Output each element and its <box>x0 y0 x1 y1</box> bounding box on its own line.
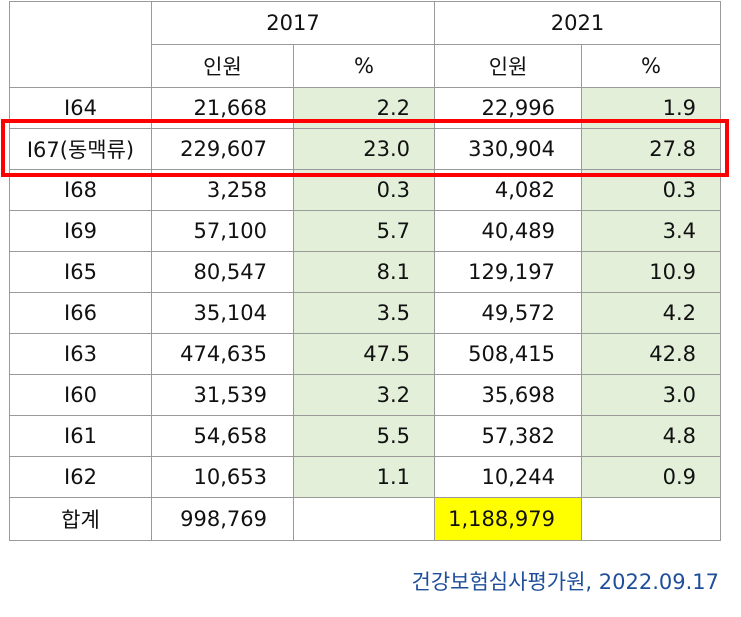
pct-2021: 4.8 <box>581 415 722 457</box>
table-row: I63 474,635 47.5 508,415 42.8 <box>9 333 722 375</box>
pct-2021: 1.9 <box>581 87 722 129</box>
total-people-2017: 998,769 <box>151 497 294 541</box>
stats-table: 2017 2021 인원 % 인원 % I64 21,668 2.2 22,99… <box>9 1 722 541</box>
people-2021: 129,197 <box>434 251 583 293</box>
pct-2021: 27.8 <box>581 128 722 170</box>
table-row: I60 31,539 3.2 35,698 3.0 <box>9 374 722 416</box>
table-row: I66 35,104 3.5 49,572 4.2 <box>9 292 722 334</box>
year-2017-header: 2017 <box>150 1 436 45</box>
people-2017: 10,653 <box>151 456 294 498</box>
pct-2017: 5.7 <box>292 210 436 252</box>
people-2017: 35,104 <box>151 292 294 334</box>
people-2021: 4,082 <box>434 169 583 211</box>
pct-2017: 23.0 <box>292 128 436 170</box>
pct-2017: 5.5 <box>292 415 436 457</box>
people-2017: 54,658 <box>151 415 294 457</box>
total-pct-2017-empty <box>292 497 436 541</box>
people-2017: 229,607 <box>151 128 294 170</box>
people-2021: 49,572 <box>434 292 583 334</box>
people-2017: 21,668 <box>151 87 294 129</box>
pct-2021: 0.3 <box>581 169 722 211</box>
people-2021: 10,244 <box>434 456 583 498</box>
column-header-row: 인원 % 인원 % <box>10 44 722 88</box>
pct-2017: 8.1 <box>292 251 436 293</box>
people-2017: 57,100 <box>151 210 294 252</box>
people-2021: 330,904 <box>434 128 583 170</box>
row-code: I68 <box>9 169 152 211</box>
people-header-2021: 인원 <box>434 44 583 88</box>
pct-2017: 1.1 <box>292 456 436 498</box>
pct-header-2021: % <box>581 44 722 88</box>
source-caption: 건강보험심사평가원, 2022.09.17 <box>411 570 719 594</box>
pct-2017: 3.2 <box>292 374 436 416</box>
row-code: I62 <box>9 456 152 498</box>
total-people-2021: 1,188,979 <box>434 497 583 541</box>
pct-2017: 47.5 <box>292 333 436 375</box>
people-2021: 57,382 <box>434 415 583 457</box>
row-code: I65 <box>9 251 152 293</box>
people-2021: 35,698 <box>434 374 583 416</box>
row-code: I69 <box>9 210 152 252</box>
pct-2021: 3.4 <box>581 210 722 252</box>
row-code: I60 <box>9 374 152 416</box>
row-code: I67(동맥류) <box>9 128 152 170</box>
year-2021-header: 2021 <box>434 1 722 45</box>
row-code: I64 <box>9 87 152 129</box>
row-code: I66 <box>9 292 152 334</box>
people-2021: 22,996 <box>434 87 583 129</box>
pct-2017: 2.2 <box>292 87 436 129</box>
total-row: 합계 998,769 1,188,979 <box>9 497 722 541</box>
row-code: I61 <box>9 415 152 457</box>
pct-2021: 3.0 <box>581 374 722 416</box>
table-row: I69 57,100 5.7 40,489 3.4 <box>9 210 722 252</box>
table-row: I62 10,653 1.1 10,244 0.9 <box>9 456 722 498</box>
pct-2017: 0.3 <box>292 169 436 211</box>
pct-2017: 3.5 <box>292 292 436 334</box>
pct-2021: 10.9 <box>581 251 722 293</box>
table-row: I61 54,658 5.5 57,382 4.8 <box>9 415 722 457</box>
year-header-row: 2017 2021 <box>9 1 722 88</box>
total-label: 합계 <box>9 497 152 541</box>
people-2017: 3,258 <box>151 169 294 211</box>
corner-cell <box>9 1 152 88</box>
people-header-2017: 인원 <box>151 44 294 88</box>
table-row: I64 21,668 2.2 22,996 1.9 <box>9 87 722 129</box>
people-2017: 474,635 <box>151 333 294 375</box>
people-2021: 40,489 <box>434 210 583 252</box>
table-row: I67(동맥류) 229,607 23.0 330,904 27.8 <box>9 128 722 170</box>
people-2017: 80,547 <box>151 251 294 293</box>
table-row: I65 80,547 8.1 129,197 10.9 <box>9 251 722 293</box>
pct-2021: 0.9 <box>581 456 722 498</box>
total-pct-2021-empty <box>581 497 722 541</box>
table-row: I68 3,258 0.3 4,082 0.3 <box>9 169 722 211</box>
people-2017: 31,539 <box>151 374 294 416</box>
row-code: I63 <box>9 333 152 375</box>
pct-header-2017: % <box>292 44 436 88</box>
pct-2021: 42.8 <box>581 333 722 375</box>
people-2021: 508,415 <box>434 333 583 375</box>
pct-2021: 4.2 <box>581 292 722 334</box>
